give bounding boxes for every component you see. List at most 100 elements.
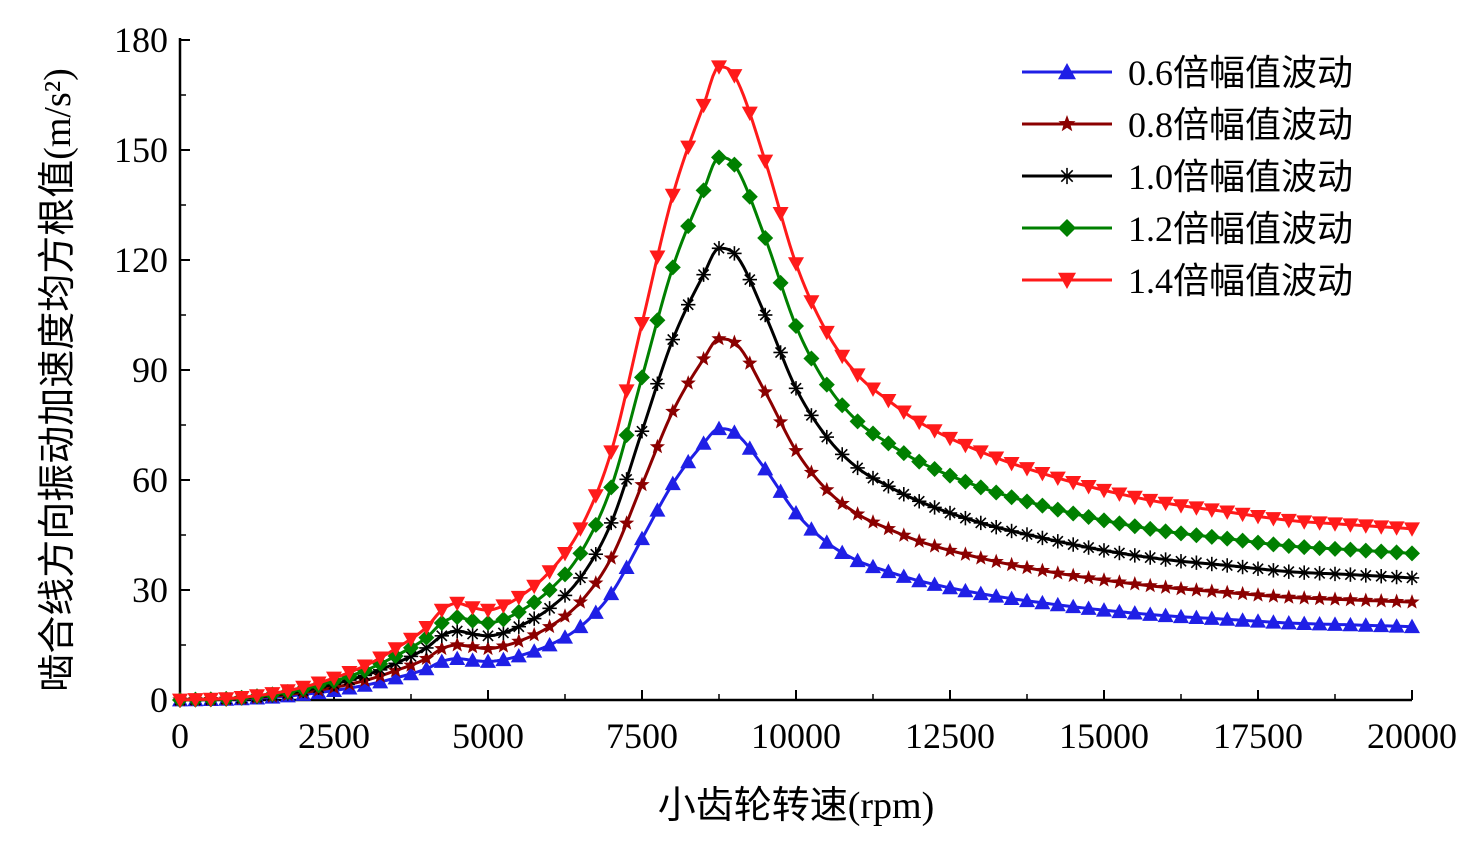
data-point (711, 330, 727, 346)
data-point (1357, 617, 1374, 632)
data-point (788, 442, 804, 458)
data-point (757, 230, 774, 246)
data-point (1250, 534, 1266, 551)
data-point (541, 582, 558, 598)
data-point (1157, 607, 1174, 623)
data-point (588, 547, 603, 562)
data-point (1342, 591, 1359, 607)
data-point (557, 547, 573, 562)
data-point (1327, 566, 1343, 582)
data-point (988, 588, 1005, 603)
data-point (741, 188, 758, 205)
data-point (526, 579, 543, 595)
data-point (449, 609, 466, 626)
data-point (433, 615, 450, 631)
data-point (649, 502, 666, 517)
data-point (865, 514, 881, 529)
data-point (649, 250, 666, 265)
data-point (942, 542, 958, 557)
data-point (1250, 509, 1266, 525)
data-point (1189, 555, 1204, 570)
data-point (1003, 556, 1020, 572)
data-point (649, 312, 666, 329)
data-point (480, 628, 496, 644)
data-point (757, 461, 774, 476)
data-point (1388, 544, 1405, 561)
data-point (695, 435, 712, 450)
y-tick-label: 150 (114, 130, 168, 170)
series-1 (172, 420, 1420, 707)
data-point (1357, 542, 1374, 559)
data-point (1142, 520, 1159, 537)
legend-item: 0.8倍幅值波动 (1022, 105, 1353, 145)
data-point (973, 550, 989, 565)
data-point (1296, 615, 1313, 630)
series-5 (172, 60, 1420, 708)
data-point (1235, 559, 1250, 575)
y-tick-label: 30 (132, 570, 168, 610)
data-point (495, 651, 512, 667)
data-point (803, 350, 820, 367)
data-point (772, 413, 789, 429)
data-point (1111, 487, 1128, 502)
data-point (957, 546, 974, 561)
data-point (988, 484, 1005, 501)
data-point (1003, 590, 1020, 605)
data-point (957, 438, 974, 454)
data-point (881, 479, 896, 494)
data-point (1081, 540, 1096, 555)
legend-marker (1058, 219, 1076, 237)
data-point (695, 351, 712, 366)
data-point (1096, 572, 1112, 587)
data-point (172, 693, 188, 708)
data-point (1388, 618, 1405, 633)
data-point (1034, 594, 1051, 610)
data-point (573, 570, 588, 586)
data-point (772, 483, 789, 498)
data-point (1358, 568, 1373, 583)
data-point (1173, 525, 1189, 542)
data-point (1297, 565, 1312, 580)
x-axis-title: 小齿轮转速(rpm) (658, 785, 935, 827)
data-point (418, 621, 435, 636)
data-point (818, 325, 835, 341)
data-point (726, 156, 743, 173)
data-point (772, 274, 789, 291)
data-point (1142, 493, 1159, 509)
data-point (1312, 566, 1327, 581)
data-point (1404, 570, 1420, 586)
data-point (895, 405, 912, 420)
data-point (742, 355, 758, 370)
data-point (1311, 516, 1328, 531)
legend-label: 0.8倍幅值波动 (1128, 105, 1353, 145)
data-point (403, 657, 419, 672)
legend-item: 1.4倍幅值波动 (1022, 261, 1353, 301)
data-point (1388, 521, 1405, 536)
data-point (1203, 503, 1220, 518)
x-tick-label: 15000 (1059, 716, 1149, 756)
data-point (1034, 467, 1051, 482)
y-tick-label: 120 (114, 240, 168, 280)
data-point (634, 369, 650, 386)
data-point (1080, 600, 1097, 615)
data-point (865, 425, 881, 442)
data-point (541, 565, 558, 580)
data-point (680, 375, 696, 390)
x-tick-label: 20000 (1367, 716, 1457, 756)
data-point (1250, 561, 1266, 576)
data-point (434, 628, 449, 644)
data-point (896, 487, 911, 502)
data-point (557, 629, 573, 644)
data-point (895, 568, 912, 583)
series-line (179, 246, 1413, 702)
data-point (1311, 616, 1328, 631)
data-point (1049, 501, 1066, 518)
data-point (911, 453, 928, 470)
x-tick-label: 17500 (1213, 716, 1303, 756)
data-point (511, 619, 526, 634)
x-tick-label: 5000 (452, 716, 524, 756)
data-point (1049, 471, 1066, 487)
data-point (1050, 565, 1066, 580)
data-point (1219, 611, 1236, 626)
